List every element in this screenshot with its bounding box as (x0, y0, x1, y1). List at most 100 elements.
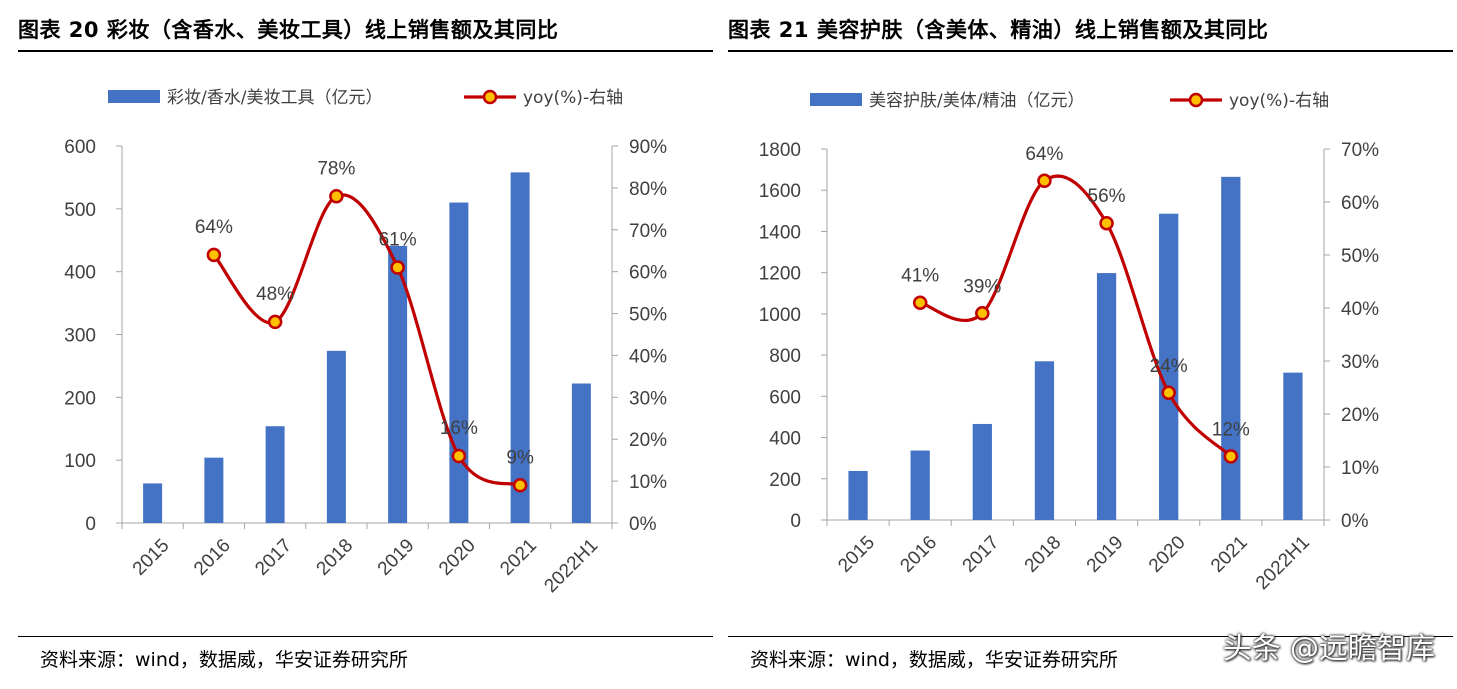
yoy-marker (1037, 173, 1052, 189)
title-divider (18, 50, 713, 52)
bar (972, 423, 992, 520)
x-tick-label: 2016 (190, 535, 235, 580)
bar (571, 383, 591, 523)
legend-bar-swatch (108, 90, 160, 103)
bar (449, 202, 469, 524)
bar (510, 172, 530, 523)
yoy-data-label: 78% (317, 158, 355, 179)
legend-bar-label: 美容护肤/美体/精油（亿元） (869, 91, 1084, 111)
x-tick-label: 2018 (1021, 532, 1066, 577)
x-tick-label: 2020 (435, 535, 480, 580)
y-left-tick-label: 800 (769, 346, 801, 367)
yoy-data-label: 64% (195, 217, 233, 238)
bar (1034, 361, 1055, 520)
y-right-tick-label: 30% (629, 388, 667, 409)
yoy-marker (1223, 449, 1239, 464)
y-right-tick-label: 90% (629, 137, 667, 158)
y-right-tick-label: 30% (1341, 352, 1379, 373)
y-right-tick-label: 50% (629, 305, 667, 326)
yoy-data-label: 9% (506, 447, 534, 468)
x-tick-label: 2017 (251, 535, 296, 580)
yoy-data-label: 61% (379, 229, 417, 250)
chart-title: 图表 20 彩妆（含香水、美妆工具）线上销售额及其同比 (18, 18, 559, 42)
y-left-tick-label: 500 (64, 200, 96, 221)
x-tick-label: 2015 (129, 535, 174, 580)
yoy-marker (512, 478, 528, 493)
y-left-tick-label: 400 (64, 263, 96, 284)
bar (848, 470, 868, 520)
y-left-tick-label: 200 (64, 388, 96, 409)
y-right-tick-label: 20% (629, 430, 667, 451)
yoy-data-label: 16% (440, 418, 478, 439)
x-tick-label: 2018 (313, 535, 358, 580)
x-tick-label: 2015 (834, 532, 879, 577)
source-note: 资料来源：wind，数据威，华安证券研究所 (750, 649, 1118, 671)
x-tick-label: 2021 (1207, 532, 1252, 577)
source-note: 资料来源：wind，数据威，华安证券研究所 (40, 649, 408, 671)
watermark: 头条 @远瞻智库 (1222, 631, 1435, 665)
y-right-tick-label: 50% (1341, 246, 1379, 267)
chart-title: 图表 21 美容护肤（含美体、精油）线上销售额及其同比 (728, 18, 1269, 42)
legend-bar-label: 彩妆/香水/美妆工具（亿元） (167, 88, 382, 108)
bar (910, 450, 930, 520)
yoy-marker (329, 189, 344, 204)
y-right-tick-label: 20% (1341, 405, 1379, 426)
y-left-tick-label: 0 (85, 514, 96, 535)
footer-divider (18, 636, 713, 637)
legend-bar-swatch (810, 93, 862, 106)
y-left-tick-label: 1200 (759, 264, 801, 285)
yoy-data-label: 56% (1088, 186, 1126, 207)
yoy-marker (1161, 385, 1176, 401)
yoy-data-label: 64% (1025, 144, 1063, 165)
x-tick-label: 2019 (1083, 532, 1128, 577)
legend-line-marker (482, 89, 498, 105)
y-right-tick-label: 60% (1341, 193, 1379, 214)
y-right-tick-label: 60% (629, 263, 667, 284)
title-divider (728, 50, 1453, 52)
yoy-marker (267, 314, 283, 330)
y-left-tick-label: 300 (64, 326, 96, 347)
x-tick-label: 2019 (374, 535, 419, 580)
legend-line-marker (1188, 92, 1204, 108)
x-tick-label: 2017 (959, 532, 1004, 577)
yoy-line (212, 193, 521, 487)
y-left-tick-label: 600 (769, 387, 801, 408)
yoy-marker (912, 295, 928, 310)
bar (204, 457, 224, 523)
footer-divider (728, 636, 1453, 637)
y-right-tick-label: 40% (629, 346, 667, 367)
yoy-marker (206, 247, 222, 263)
yoy-data-label: 12% (1212, 419, 1250, 440)
yoy-marker (975, 306, 990, 321)
x-tick-label: 2020 (1145, 532, 1190, 577)
y-right-tick-label: 10% (629, 472, 667, 493)
y-left-tick-label: 200 (769, 470, 801, 491)
legend-line-label: yoy(%)-右轴 (523, 88, 623, 108)
y-left-tick-label: 1600 (759, 181, 801, 202)
yoy-marker (390, 260, 405, 275)
chart-panel-left: 图表 20 彩妆（含香水、美妆工具）线上销售额及其同比 0 100 200 300 40… (0, 0, 720, 689)
yoy-marker (451, 448, 467, 464)
yoy-line (919, 174, 1232, 458)
y-right-tick-label: 70% (1341, 140, 1379, 161)
bar (143, 483, 163, 523)
legend-line-label: yoy(%)-右轴 (1229, 91, 1329, 111)
y-left-tick-label: 400 (769, 429, 801, 450)
y-right-tick-label: 40% (1341, 299, 1379, 320)
y-left-tick-label: 1800 (759, 140, 801, 161)
y-left-tick-label: 0 (790, 511, 801, 532)
bar (1096, 273, 1117, 520)
x-tick-label: 2022H1 (540, 535, 602, 597)
yoy-data-label: 48% (256, 284, 294, 305)
y-left-tick-label: 1400 (759, 222, 801, 243)
bar (1159, 213, 1179, 521)
bar (265, 426, 285, 523)
chart-canvas: 0 200 400 600 800 1000 1200 1400 1600 1800 0% 10% 20… (759, 91, 1379, 594)
y-right-tick-label: 0% (629, 514, 657, 535)
y-left-tick-label: 600 (64, 137, 96, 158)
y-left-tick-label: 1000 (759, 305, 801, 326)
x-tick-label: 2021 (496, 535, 541, 580)
y-left-tick-label: 100 (64, 451, 96, 472)
bar (326, 350, 346, 523)
x-tick-label: 2016 (896, 532, 941, 577)
